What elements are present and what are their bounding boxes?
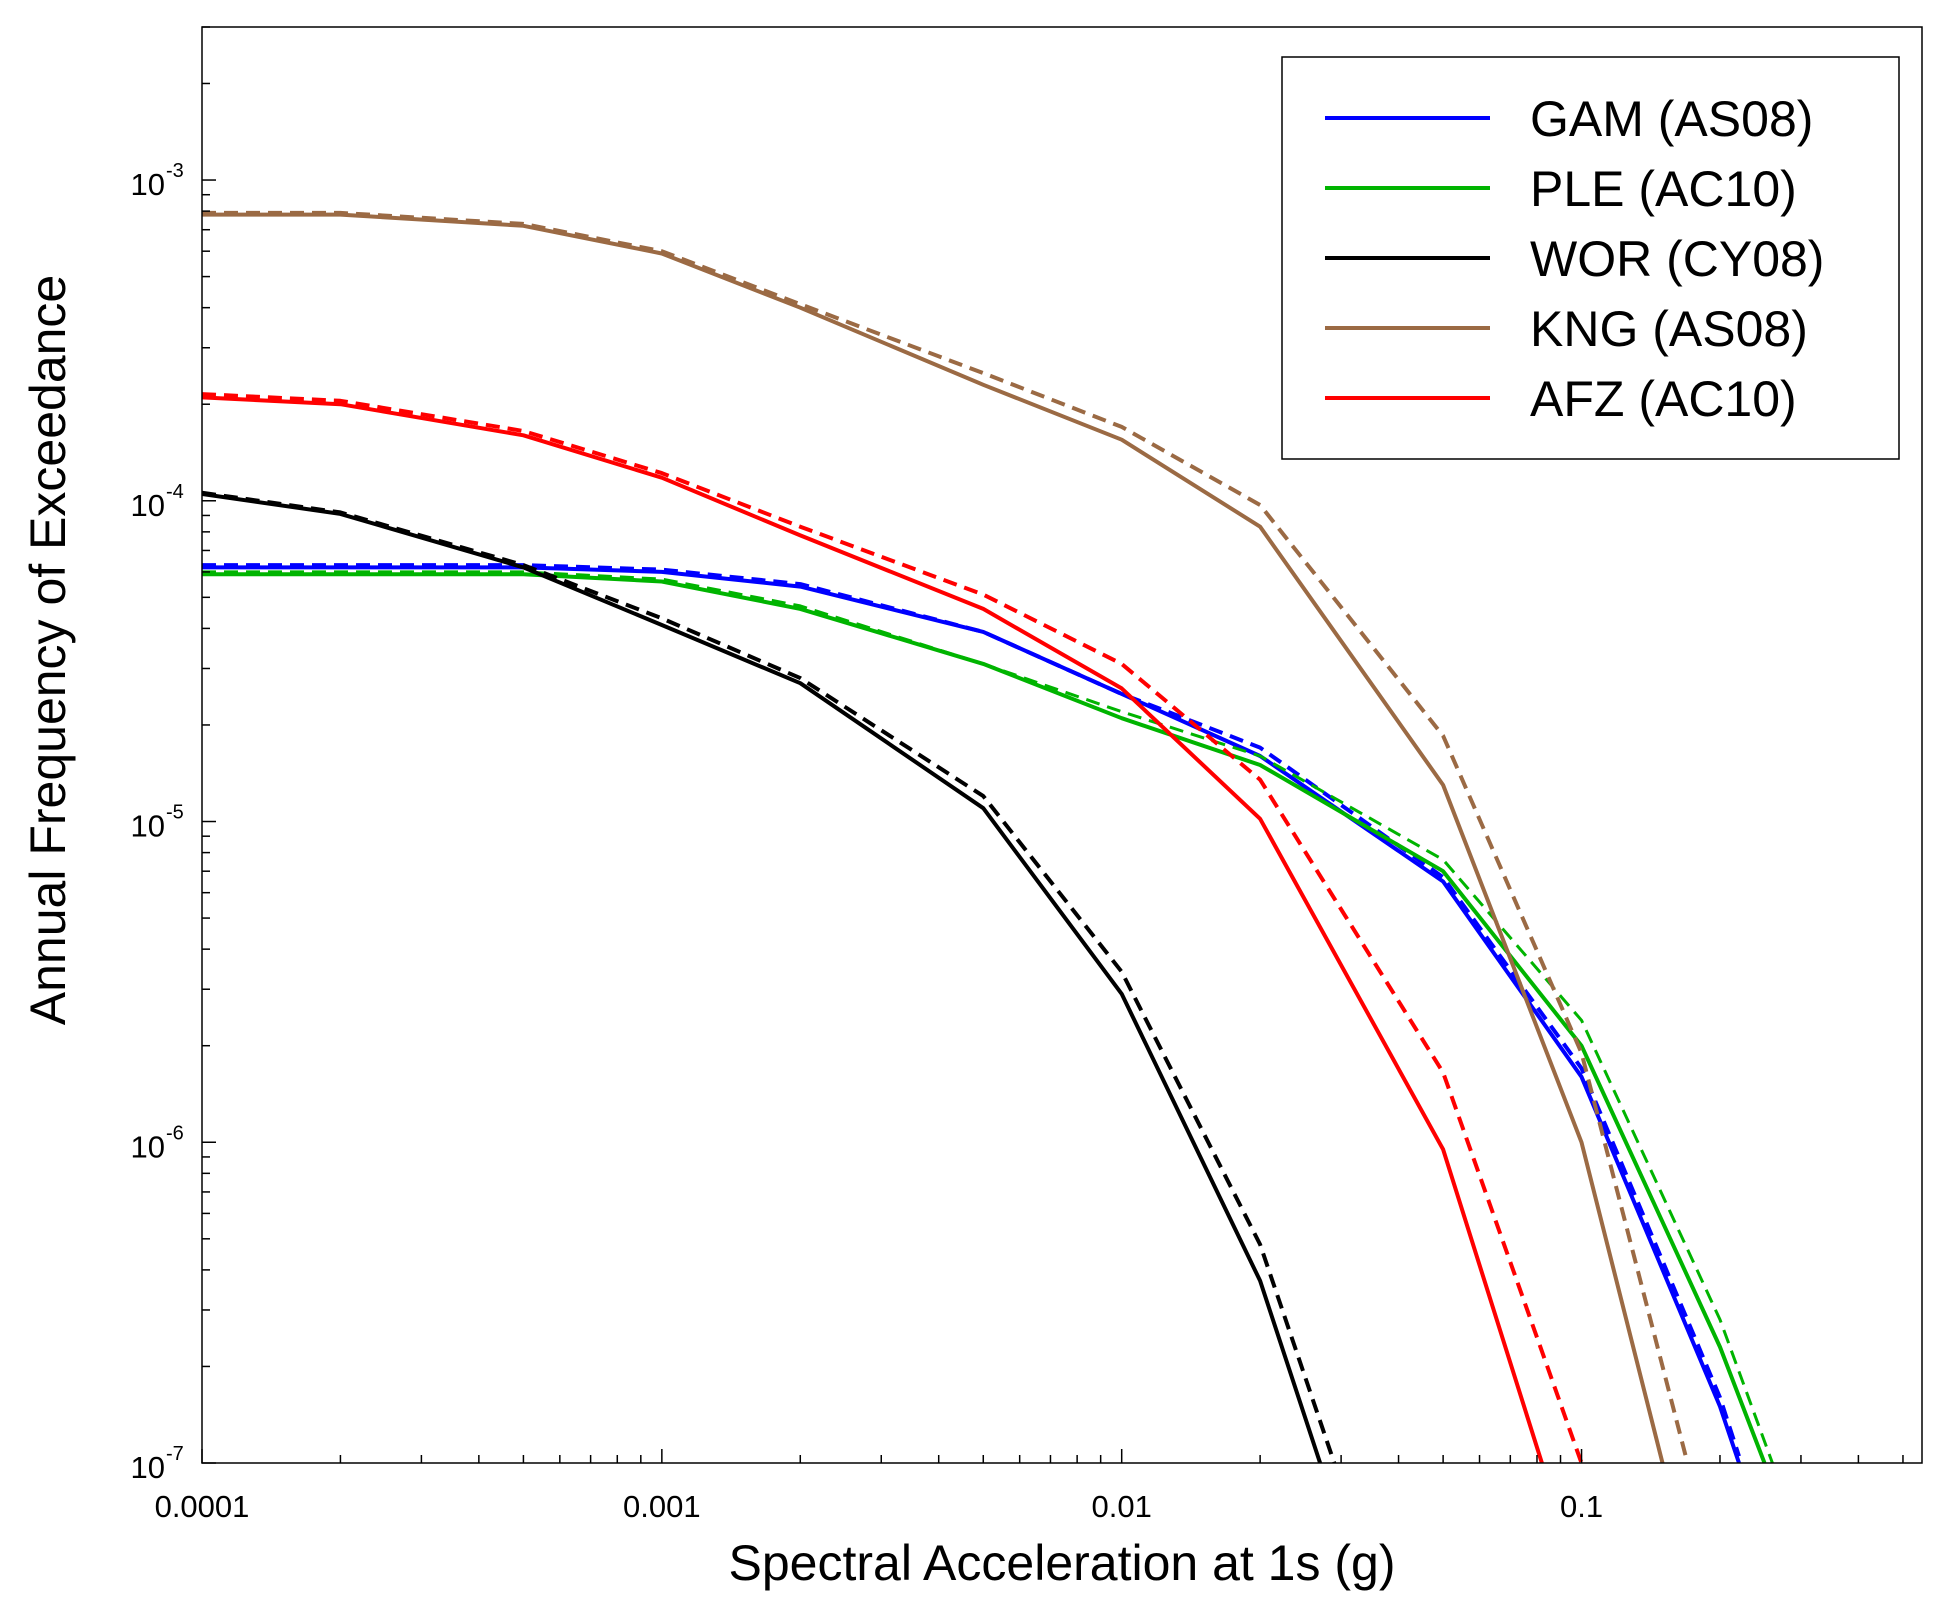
series-line-ple-ac10-dashed	[202, 570, 1774, 1463]
y-tick-label-exponent: -3	[166, 160, 184, 182]
y-tick-label-base: 10	[131, 167, 165, 202]
series-line-afz-ac10-dashed	[202, 392, 1584, 1463]
x-tick-label: 0.1	[1560, 1489, 1603, 1524]
series-line-wor-cy08	[202, 492, 1322, 1463]
y-axis-ticks	[202, 26, 216, 1464]
x-axis-tick-labels: 0.0001 0.001 0.01 0.1	[155, 1489, 1604, 1524]
y-tick-label: 10 -7	[131, 1443, 184, 1485]
series-line-kng-as08-dashed	[202, 210, 1690, 1463]
x-tick-label: 0.0001	[155, 1489, 250, 1524]
y-tick-label-base: 10	[131, 1129, 165, 1164]
x-tick-label: 0.01	[1092, 1489, 1152, 1524]
y-tick-label-exponent: -5	[166, 802, 184, 824]
series-layer	[202, 210, 1774, 1463]
y-tick-label-base: 10	[131, 1450, 165, 1485]
series-line-ple-ac10	[202, 572, 1767, 1463]
y-tick-label-exponent: -6	[166, 1122, 184, 1144]
series-line-kng-as08	[202, 212, 1665, 1463]
y-tick-label: 10 -3	[131, 160, 184, 202]
y-tick-label-exponent: -4	[166, 481, 184, 503]
y-axis-tick-labels: 10-710-610-510-410-3	[131, 160, 184, 1485]
series-line-afz-ac10	[202, 395, 1544, 1463]
series-line-wor-cy08-dashed	[202, 490, 1337, 1463]
y-axis-title: Annual Frequency of Exceedance	[20, 275, 76, 1026]
y-tick-label-base: 10	[131, 488, 165, 523]
y-tick-label: 10 -4	[131, 481, 184, 523]
legend-label-afz-ac10: AFZ (AC10)	[1530, 371, 1797, 427]
x-tick-label: 0.001	[623, 1489, 701, 1524]
y-tick-label-base: 10	[131, 809, 165, 844]
legend-label-kng-as08: KNG (AS08)	[1530, 301, 1808, 357]
legend-label-gam-as08: GAM (AS08)	[1530, 91, 1813, 147]
series-line-gam-as08-dashed	[202, 563, 1741, 1457]
legend-label-wor-cy08: WOR (CY08)	[1530, 231, 1824, 287]
x-axis-ticks	[201, 1449, 1904, 1463]
y-tick-label: 10 -5	[131, 802, 184, 844]
legend-label-ple-ac10: PLE (AC10)	[1530, 161, 1797, 217]
y-tick-label-exponent: -7	[166, 1443, 184, 1465]
series-line-gam-as08	[202, 565, 1741, 1463]
y-tick-label: 10 -6	[131, 1122, 184, 1164]
legend: GAM (AS08) PLE (AC10) WOR (CY08) KNG (AS08)…	[1281, 56, 1900, 460]
x-axis-title: Spectral Acceleration at 1s (g)	[729, 1535, 1396, 1591]
plot-frame	[201, 26, 1923, 1464]
